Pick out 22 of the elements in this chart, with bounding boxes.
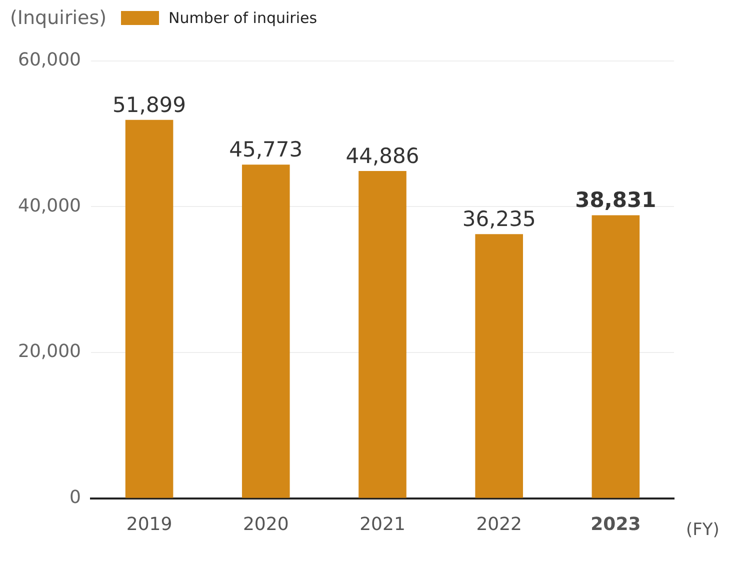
data-label: 36,235 (462, 207, 536, 232)
x-tick-label: 2023 (590, 514, 641, 535)
x-tick-label: 2021 (360, 514, 406, 535)
x-tick-label: 2022 (476, 514, 522, 535)
bar (242, 164, 290, 498)
x-axis-title: (FY) (686, 520, 720, 540)
data-label: 38,831 (575, 188, 656, 212)
y-tick-label: 20,000 (18, 341, 81, 362)
y-tick-label: 40,000 (18, 195, 81, 216)
x-tick-label: 2020 (242, 514, 289, 535)
y-tick-label: 60,000 (18, 49, 81, 70)
data-label: 51,899 (112, 92, 186, 117)
bar (475, 234, 523, 498)
legend-label: Number of inquiries (168, 9, 318, 27)
data-label: 44,886 (346, 144, 420, 168)
bar (592, 215, 640, 498)
y-axis-title: (Inquiries) (10, 7, 107, 29)
x-tick-label: 2019 (126, 514, 172, 535)
bar (358, 171, 406, 498)
bar (125, 120, 174, 498)
data-label: 45,773 (229, 138, 303, 162)
y-tick-label: 0 (70, 487, 81, 508)
